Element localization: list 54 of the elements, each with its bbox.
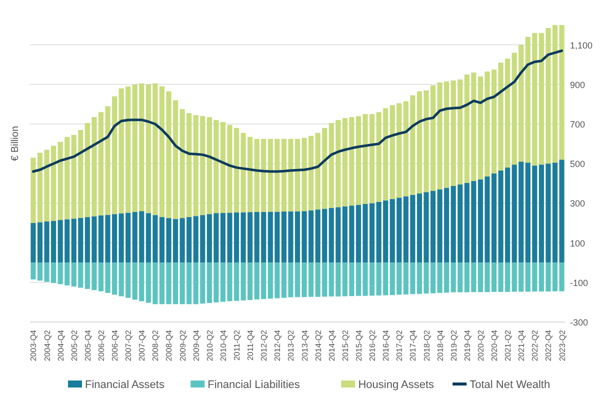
y-tick-label: -300 xyxy=(570,318,588,328)
x-tick-label: 2023-Q2 xyxy=(558,329,567,362)
x-tick-label: 2008-Q2 xyxy=(151,329,160,362)
x-tick-label: 2014-Q2 xyxy=(314,329,323,362)
x-tick-label: 2015-Q2 xyxy=(340,329,350,362)
x-tick-label: 2011-Q4 xyxy=(246,329,256,361)
y-tick-label: 300 xyxy=(570,198,586,209)
x-tick-label: 2021-Q2 xyxy=(504,329,513,362)
x-tick-label: 2017-Q2 xyxy=(395,329,404,362)
x-tick-label: 2016-Q4 xyxy=(382,329,391,362)
x-tick-label: 2012-Q4 xyxy=(273,329,282,362)
y-axis-title: € Billion xyxy=(10,126,21,162)
x-tick-label: 2009-Q4 xyxy=(192,329,201,362)
y-tick-label: 700 xyxy=(570,120,586,130)
legend-label: Total Net Wealth xyxy=(470,379,550,391)
x-tick-label: 2007-Q2 xyxy=(124,329,134,362)
y-tick-label: -100 xyxy=(570,278,588,288)
x-tick-label: 2018-Q4 xyxy=(436,329,445,362)
x-tick-label: 2007-Q4 xyxy=(138,329,147,362)
x-tick-label: 2022-Q2 xyxy=(530,329,540,362)
x-tick-label: 2016-Q2 xyxy=(368,329,378,362)
x-tick-label: 2015-Q4 xyxy=(354,329,364,362)
y-tick-label: 1,100 xyxy=(570,40,593,50)
x-tick-label: 2013-Q2 xyxy=(286,329,296,362)
x-tick-label: 2003-Q4 xyxy=(29,329,38,362)
x-tick-label: 2006-Q2 xyxy=(96,329,106,362)
x-tick-label: 2017-Q4 xyxy=(408,329,418,362)
x-tick-label: 2004-Q2 xyxy=(42,329,52,362)
x-tick-label: 2019-Q2 xyxy=(449,329,458,362)
x-tick-label: 2022-Q4 xyxy=(544,329,554,362)
x-tick-label: 2006-Q4 xyxy=(110,329,120,362)
x-tick-label: 2005-Q2 xyxy=(70,329,79,362)
legend-label: Financial Assets xyxy=(85,379,165,391)
x-tick-label: 2020-Q4 xyxy=(490,329,500,362)
x-tick-label: 2010-Q2 xyxy=(205,329,214,362)
y-tick-label: 100 xyxy=(570,238,586,248)
x-tick-label: 2020-Q2 xyxy=(476,329,486,362)
x-tick-label: 2012-Q2 xyxy=(260,329,269,362)
line-series xyxy=(32,49,564,173)
y-tick-label: 500 xyxy=(570,159,586,170)
x-tick-label: 2021-Q4 xyxy=(517,329,526,362)
x-tick-label: 2018-Q2 xyxy=(422,329,432,362)
x-tick-label: 2013-Q4 xyxy=(300,329,310,362)
x-tick-label: 2008-Q4 xyxy=(164,329,174,362)
x-tick-label: 2014-Q4 xyxy=(327,329,336,362)
x-tick-label: 2019-Q4 xyxy=(462,329,472,362)
legend-label: Housing Assets xyxy=(358,379,435,391)
x-tick-label: 2004-Q4 xyxy=(56,329,66,362)
x-tick-label: 2011-Q2 xyxy=(232,329,242,361)
legend-label: Financial Liabilities xyxy=(208,379,300,391)
x-tick-label: 2005-Q4 xyxy=(83,329,92,362)
y-tick-label: 900 xyxy=(570,80,586,90)
x-tick-label: 2010-Q4 xyxy=(218,329,228,362)
x-tick-label: 2009-Q2 xyxy=(178,329,188,362)
